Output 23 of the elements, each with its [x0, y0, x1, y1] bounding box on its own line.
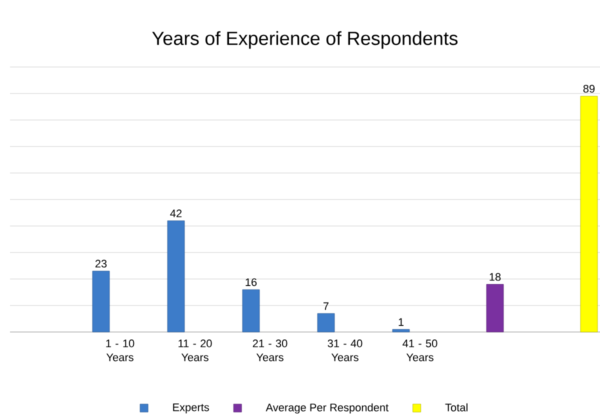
legend-label: Total [445, 403, 468, 412]
chart-title: Years of Experience of Respondents [152, 31, 458, 49]
data-label: 7 [324, 302, 329, 310]
data-label: 1 [398, 318, 404, 326]
x-tick-label: 11 - 20 Years [178, 340, 212, 362]
data-label: 89 [583, 84, 595, 93]
x-tick-label: 41 - 50 Years [402, 340, 438, 362]
bar [167, 220, 185, 332]
bar [392, 329, 410, 332]
x-tick-label: 1 - 10 Years [106, 340, 134, 362]
bar [92, 270, 110, 332]
x-tick-label: 21 - 30 Years [252, 340, 288, 362]
data-label: 16 [246, 278, 257, 286]
data-label: 23 [95, 260, 107, 268]
data-label: 42 [170, 210, 182, 218]
bar [317, 313, 335, 332]
data-label: 18 [490, 273, 501, 281]
x-tick-label: 31 - 40 Years [328, 340, 362, 362]
bar [486, 284, 504, 332]
bar [580, 96, 598, 332]
bar [242, 289, 260, 332]
legend-label: Average Per Respondent [266, 403, 389, 414]
legend-label: Experts [173, 404, 209, 414]
